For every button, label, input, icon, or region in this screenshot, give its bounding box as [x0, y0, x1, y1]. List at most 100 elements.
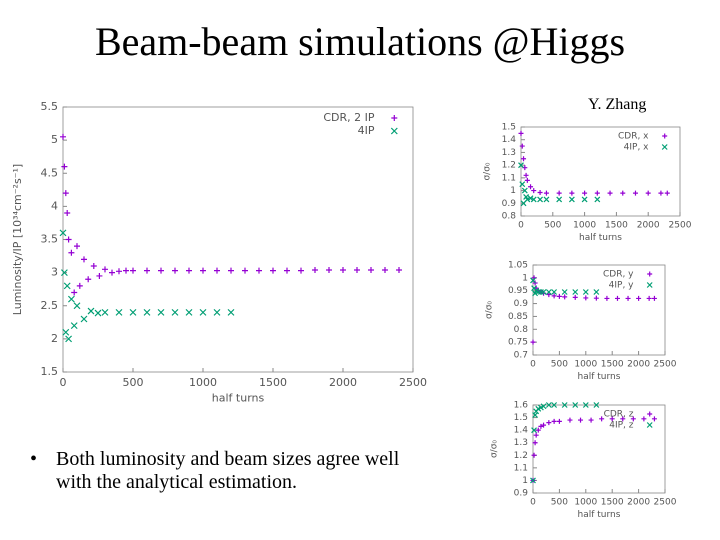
- bullet-item: • Both luminosity and beam sizes agree we…: [30, 448, 420, 494]
- data-point: [561, 289, 568, 295]
- data-point: [641, 416, 647, 422]
- data-point: [620, 416, 626, 422]
- y-tick-label: 1.1: [502, 173, 516, 183]
- legend-label: CDR, x: [618, 132, 649, 142]
- legend-label: 4IP, y: [609, 281, 635, 291]
- y-tick-label: 0.95: [508, 286, 528, 296]
- data-point: [572, 289, 579, 295]
- data-point: [123, 267, 129, 274]
- x-tick-label: 2000: [627, 360, 650, 370]
- data-point: [382, 266, 388, 273]
- data-point: [312, 266, 318, 273]
- data-point: [256, 267, 262, 274]
- data-point: [242, 267, 248, 274]
- data-point: [646, 295, 652, 301]
- data-point: [116, 268, 122, 275]
- data-point: [96, 272, 103, 279]
- legend-label: 4IP, z: [609, 421, 634, 431]
- data-point: [614, 295, 620, 301]
- y-tick-label: 0.75: [508, 338, 528, 348]
- data-point: [582, 190, 588, 196]
- legend-marker: [390, 127, 398, 135]
- data-point: [65, 236, 72, 243]
- data-point: [551, 293, 557, 299]
- data-point: [64, 210, 71, 216]
- data-point: [551, 402, 558, 408]
- data-point: [524, 196, 531, 203]
- legend-label: CDR, 2 IP: [323, 111, 375, 124]
- data-point: [214, 267, 220, 274]
- y-tick-label: 1.6: [514, 401, 529, 411]
- y-axis-label: Luminosity/IP [10³⁴cm⁻²s⁻¹]: [11, 164, 24, 315]
- data-point: [518, 162, 524, 169]
- y-tick-label: 1: [522, 273, 528, 283]
- data-point: [354, 266, 360, 273]
- data-point: [521, 156, 527, 162]
- data-point: [532, 440, 538, 446]
- legend-marker: [646, 282, 653, 288]
- data-point: [533, 432, 539, 438]
- author: Y. Zhang: [588, 96, 647, 113]
- x-tick-label: 2500: [654, 498, 677, 508]
- x-tick-label: 1000: [189, 376, 217, 389]
- data-point: [607, 190, 613, 196]
- data-point: [543, 190, 549, 196]
- data-point: [70, 322, 78, 330]
- data-point: [593, 402, 600, 408]
- x-axis-label: half turns: [579, 233, 622, 243]
- x-tick-label: 1500: [601, 360, 624, 370]
- data-point: [340, 266, 346, 273]
- data-point: [530, 339, 536, 345]
- data-point: [74, 243, 80, 250]
- y-tick-label: 1.1: [514, 463, 528, 473]
- bullet-text: Both luminosity and beam sizes agree wel…: [56, 448, 400, 493]
- data-point: [567, 417, 573, 423]
- data-point: [85, 276, 92, 283]
- x-tick-label: 500: [551, 360, 568, 370]
- data-point: [545, 402, 552, 408]
- x-tick-label: 2000: [329, 376, 357, 389]
- data-point: [396, 266, 402, 273]
- data-point: [594, 196, 601, 203]
- y-tick-label: 1.3: [502, 148, 516, 158]
- y-tick-label: 1.4: [514, 426, 529, 436]
- y-tick-label: 1.5: [514, 413, 528, 423]
- data-point: [593, 295, 599, 301]
- data-point: [115, 308, 123, 316]
- data-point: [62, 328, 70, 336]
- data-point: [270, 267, 276, 274]
- y-tick-label: 4.5: [41, 166, 59, 179]
- data-point: [94, 309, 102, 317]
- data-point: [572, 402, 579, 408]
- y-tick-label: 3.5: [41, 233, 59, 246]
- data-point: [588, 417, 594, 423]
- plot-frame: [532, 264, 666, 356]
- data-point: [157, 308, 165, 316]
- data-point: [63, 282, 71, 290]
- y-tick-label: 1: [510, 186, 516, 196]
- plot-frame: [532, 404, 666, 494]
- y-axis-label: σ/σ₀: [483, 162, 493, 180]
- data-point: [599, 416, 605, 422]
- y-tick-label: 0.8: [514, 325, 529, 335]
- y-axis-label: σ/σ₀: [490, 440, 500, 458]
- data-point: [581, 196, 588, 203]
- data-point: [569, 190, 575, 196]
- data-point: [609, 416, 615, 422]
- data-point: [537, 196, 544, 203]
- legend-marker: [646, 422, 653, 428]
- y-tick-label: 1.2: [514, 451, 528, 461]
- data-point: [664, 190, 670, 196]
- legend-label: 4IP: [358, 124, 375, 137]
- y-tick-label: 1.05: [508, 261, 528, 271]
- data-point: [568, 196, 575, 203]
- y-axis-label: σ/σ₀: [485, 301, 495, 319]
- data-point: [71, 289, 78, 296]
- data-point: [530, 277, 536, 284]
- x-tick-label: 2000: [627, 498, 650, 508]
- data-point: [129, 308, 137, 316]
- x-tick-label: 1000: [573, 221, 596, 231]
- data-point: [213, 308, 221, 316]
